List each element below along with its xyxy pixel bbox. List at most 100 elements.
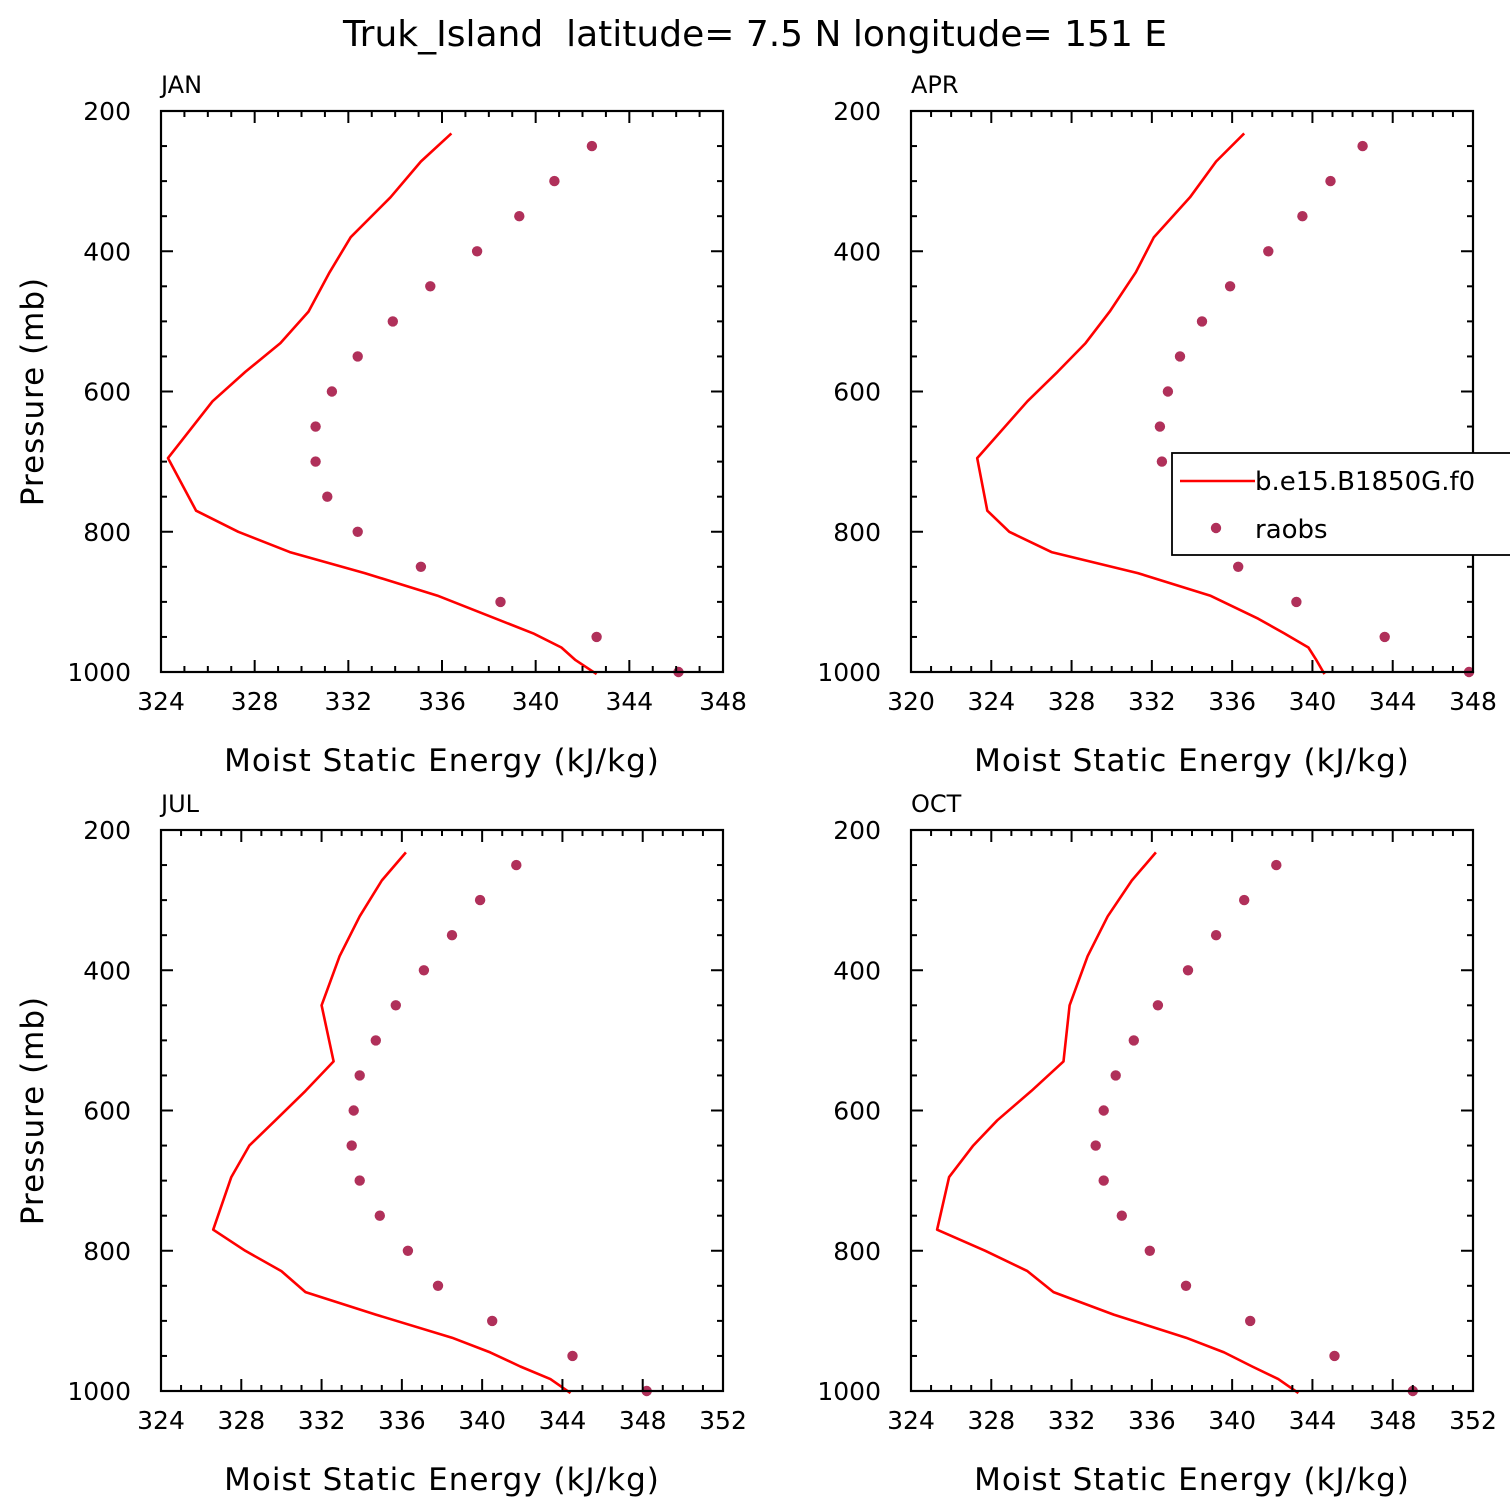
y-axis-label: Pressure (mb) xyxy=(15,277,51,506)
x-tick-label: 328 xyxy=(1048,687,1096,716)
y-axis-label: Pressure (mb) xyxy=(15,996,51,1225)
model-line xyxy=(975,132,1326,675)
obs-point xyxy=(402,1245,414,1257)
obs-point xyxy=(387,316,398,327)
x-axis-label: Moist Static Energy (kJ/kg) xyxy=(974,1462,1410,1498)
x-axis-label: Moist Static Energy (kJ/kg) xyxy=(974,743,1410,779)
obs-point xyxy=(326,386,338,397)
figure-title: Truk_Island latitude= 7.5 N longitude= 1… xyxy=(342,14,1167,55)
obs-point xyxy=(354,1070,365,1081)
x-tick-label: 340 xyxy=(512,687,560,716)
legend-dot-swatch xyxy=(1210,522,1222,534)
obs-point xyxy=(549,175,560,187)
y-tick-label: 400 xyxy=(833,956,881,985)
x-tick-label: 344 xyxy=(605,687,653,716)
panel-jul: 324 328 332 336 340 344 348 352 200 400 600 800 1000… xyxy=(15,790,747,1498)
legend: b.e15.B1850G.f0 raobs xyxy=(1171,452,1510,556)
y-tick-label: 200 xyxy=(833,816,881,845)
y-tick-label: 600 xyxy=(833,378,881,407)
y-tick-label: 600 xyxy=(83,378,131,407)
obs-point xyxy=(322,491,333,502)
model-line xyxy=(935,851,1300,1395)
obs-point xyxy=(1325,175,1336,187)
x-axis-label: Moist Static Energy (kJ/kg) xyxy=(224,1462,660,1498)
obs-point xyxy=(474,894,486,906)
x-tick-label: 344 xyxy=(1369,687,1417,716)
obs-point xyxy=(1271,859,1282,871)
obs-point xyxy=(1180,1280,1192,1292)
panels: 324 328 332 336 340 344 348 200 400 600 800 1000 JAN… xyxy=(15,71,1510,1498)
obs-point xyxy=(390,1000,401,1011)
x-tick-label: 336 xyxy=(418,687,466,716)
obs-point xyxy=(354,1175,365,1186)
x-axis-label: Moist Static Energy (kJ/kg) xyxy=(224,743,660,779)
obs-point xyxy=(1154,421,1166,432)
obs-point xyxy=(487,1315,498,1327)
y-tick-label: 1000 xyxy=(67,658,131,687)
obs-point xyxy=(352,526,363,537)
obs-point xyxy=(1098,1105,1109,1116)
x-tick-label: 332 xyxy=(1048,1406,1096,1435)
obs-point xyxy=(1291,596,1302,608)
obs-point xyxy=(1110,1070,1121,1081)
obs-point xyxy=(310,421,321,432)
x-tick-label: 340 xyxy=(1289,687,1337,716)
obs-point xyxy=(591,631,602,643)
x-tick-label: 332 xyxy=(324,687,372,716)
y-tick-label: 1000 xyxy=(817,658,881,687)
obs-point xyxy=(514,211,525,222)
x-tick-label: 332 xyxy=(1128,687,1176,716)
obs-point xyxy=(471,246,483,257)
legend-obs-label: raobs xyxy=(1255,515,1328,545)
panel-jan: 324 328 332 336 340 344 348 200 400 600 800 1000 JAN… xyxy=(15,71,747,779)
obs-point xyxy=(370,1035,381,1046)
obs-point xyxy=(352,351,363,362)
y-tick-label: 800 xyxy=(83,1237,131,1266)
y-tick-label: 400 xyxy=(83,237,131,266)
x-tick-label: 320 xyxy=(887,687,935,716)
obs-point xyxy=(1128,1035,1140,1046)
obs-point xyxy=(1357,140,1368,152)
obs-point xyxy=(495,596,506,608)
panel-title: JAN xyxy=(159,71,202,99)
y-tick-label: 200 xyxy=(83,97,131,126)
x-tick-label: 348 xyxy=(699,687,747,716)
legend-model-label: b.e15.B1850G.f0 xyxy=(1255,467,1475,497)
plot-frame xyxy=(159,828,725,1393)
obs-point xyxy=(1090,1140,1101,1151)
y-tick-label: 1000 xyxy=(67,1377,131,1406)
plot-frame xyxy=(159,109,725,674)
x-tick-label: 340 xyxy=(1208,1406,1256,1435)
obs-point xyxy=(374,1210,385,1221)
obs-point xyxy=(432,1280,444,1292)
obs-point xyxy=(418,965,430,976)
y-tick-label: 1000 xyxy=(817,1377,881,1406)
y-tick-label: 800 xyxy=(833,1237,881,1266)
y-tick-label: 400 xyxy=(833,237,881,266)
x-tick-label: 324 xyxy=(967,687,1015,716)
x-tick-label: 324 xyxy=(887,1406,935,1435)
x-tick-label: 348 xyxy=(1449,687,1497,716)
obs-point xyxy=(1210,930,1222,941)
obs-point xyxy=(310,456,321,467)
x-tick-label: 344 xyxy=(1289,1406,1337,1435)
panel-title: JUL xyxy=(159,790,200,818)
obs-point xyxy=(1162,386,1174,397)
y-tick-label: 600 xyxy=(833,1097,881,1126)
obs-point xyxy=(1174,351,1186,362)
legend-box xyxy=(1171,452,1510,556)
obs-point xyxy=(348,1105,359,1116)
y-tick-label: 800 xyxy=(833,518,881,547)
y-tick-label: 800 xyxy=(83,518,131,547)
obs-point xyxy=(1379,631,1390,643)
x-tick-label: 348 xyxy=(619,1406,667,1435)
x-tick-label: 324 xyxy=(137,1406,185,1435)
y-tick-label: 400 xyxy=(83,956,131,985)
obs-point xyxy=(1329,1350,1340,1362)
panel-title: APR xyxy=(911,71,959,99)
obs-point xyxy=(1263,246,1274,257)
plot-frame xyxy=(909,828,1475,1393)
x-tick-label: 344 xyxy=(539,1406,587,1435)
x-tick-label: 336 xyxy=(378,1406,426,1435)
obs-point xyxy=(1098,1175,1109,1186)
